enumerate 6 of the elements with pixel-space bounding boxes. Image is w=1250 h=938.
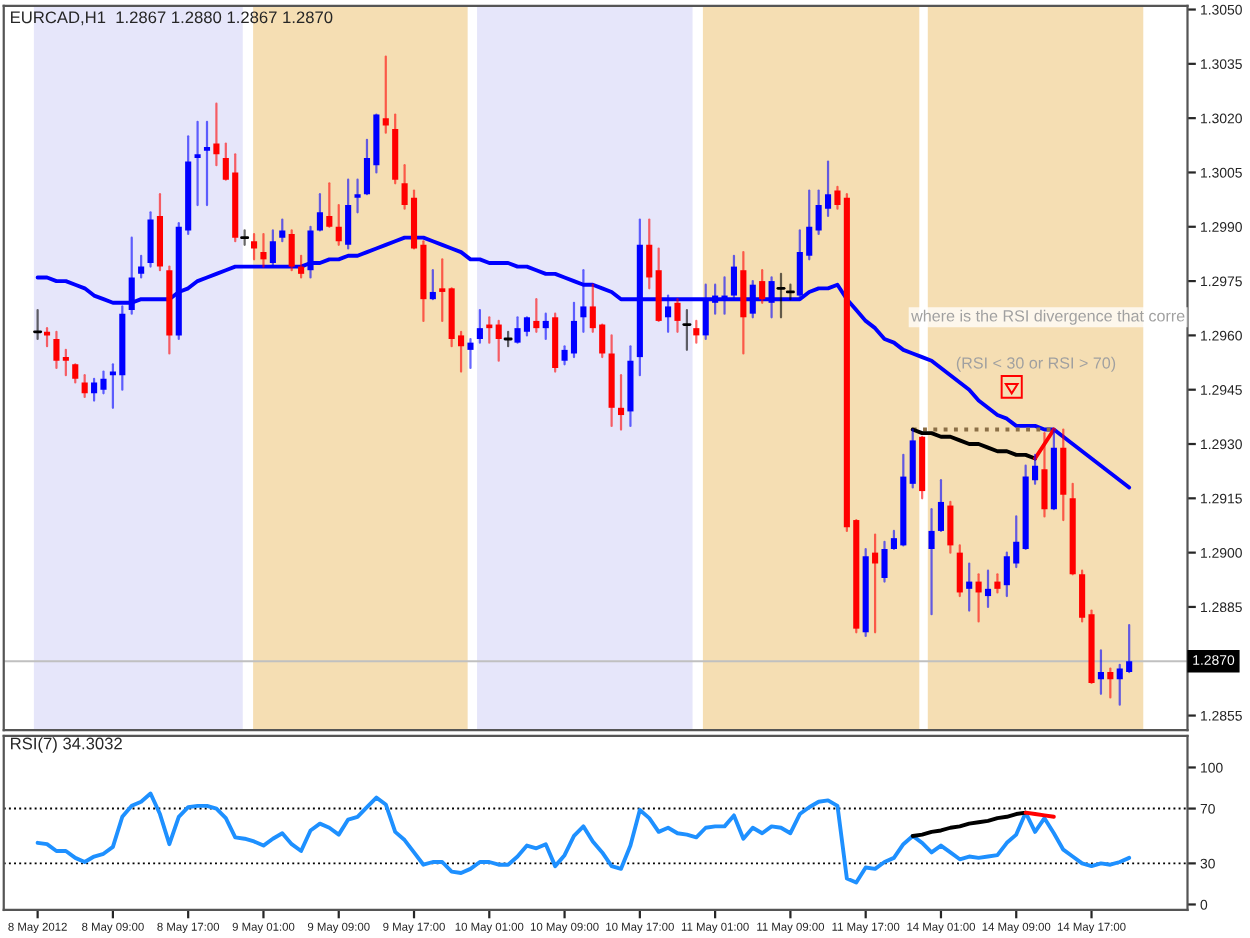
annotation: where is the RSI divergence that corre — [911, 309, 1185, 325]
line-series — [35, 791, 1132, 885]
chart-title: EURCAD,H1 1.2867 1.2880 1.2867 1.2870 — [11, 11, 333, 26]
chart-title: RSI(7) 34.3032 — [11, 737, 122, 753]
annotation: (RSI < 30 or RSI > 70) — [956, 356, 1116, 372]
line-series — [910, 427, 1038, 461]
